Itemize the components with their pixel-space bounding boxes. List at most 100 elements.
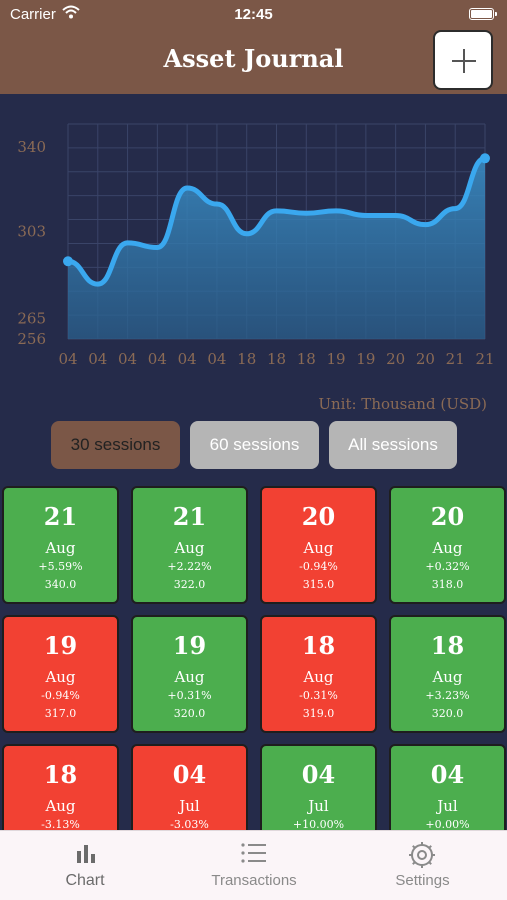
tile-month: Aug	[45, 539, 76, 557]
x-tick-label: 18	[297, 350, 316, 368]
session-tile[interactable]: 21 Aug +5.59% 340.0	[2, 486, 119, 604]
tab-bar: Chart Transactions Settings	[0, 830, 507, 900]
tile-day: 04	[301, 760, 336, 789]
session-tile[interactable]: 19 Aug +0.31% 320.0	[131, 615, 248, 733]
tile-day: 18	[301, 631, 336, 660]
x-tick-label: 19	[327, 350, 346, 368]
tile-change: +5.59%	[38, 560, 83, 573]
y-axis-ticks: 340 303 265 256	[17, 138, 46, 348]
x-tick-label: 18	[237, 350, 256, 368]
battery-icon	[469, 8, 497, 20]
tab-settings[interactable]: Settings	[338, 831, 507, 900]
tile-month: Aug	[174, 539, 205, 557]
x-tick-label: 04	[88, 350, 107, 368]
tile-month: Jul	[308, 797, 329, 815]
tile-value: 315.0	[302, 578, 335, 591]
bar-chart-icon	[77, 845, 95, 863]
y-tick-label: 256	[17, 330, 46, 348]
y-tick-label: 340	[17, 138, 46, 156]
wifi-icon	[62, 5, 80, 19]
tile-month: Jul	[437, 797, 458, 815]
tab-chart[interactable]: Chart	[0, 831, 170, 900]
chart-point	[63, 256, 73, 267]
tile-day: 04	[430, 760, 465, 789]
tile-change: -3.13%	[41, 818, 80, 830]
x-tick-label: 04	[207, 350, 226, 368]
tile-day: 21	[172, 502, 207, 531]
tile-day: 20	[301, 502, 336, 531]
session-grid: 21 Aug +5.59% 340.0 21 Aug +2.22% 322.0 20 Aug -0.…	[0, 486, 507, 830]
carrier-label: Carrier	[10, 6, 56, 23]
tile-month: Aug	[303, 539, 334, 557]
chart-area-fill	[68, 158, 485, 339]
tile-month: Aug	[174, 668, 205, 686]
session-tile[interactable]: 04 Jul -3.03%	[131, 744, 248, 830]
page-title: Asset Journal	[163, 44, 344, 73]
x-tick-label: 20	[416, 350, 435, 368]
tile-change: +0.00%	[425, 818, 470, 830]
x-axis-ticks: 04 04 04 04 04 04 18 18 18 19 19 20 20 21 21	[58, 350, 494, 368]
tile-change: +2.22%	[167, 560, 212, 573]
status-time: 12:45	[234, 6, 273, 23]
list-icon	[241, 843, 266, 863]
tile-month: Aug	[432, 539, 463, 557]
tile-day: 18	[430, 631, 465, 660]
chart-area	[63, 153, 490, 339]
session-tile[interactable]: 20 Aug -0.94% 315.0	[260, 486, 377, 604]
tab-transactions-label: Transactions	[211, 872, 297, 889]
tile-day: 18	[43, 760, 78, 789]
tile-day: 21	[43, 502, 78, 531]
tile-month: Aug	[432, 668, 463, 686]
x-tick-label: 04	[118, 350, 137, 368]
tile-month: Aug	[45, 797, 76, 815]
app-header: Carrier 12:45 Asset Journal	[0, 0, 507, 94]
tile-day: 04	[172, 760, 207, 789]
x-tick-label: 20	[386, 350, 405, 368]
x-tick-label: 04	[58, 350, 77, 368]
asset-chart: 340 303 265 256 04 04 04 04 04 04 18 18 18 19 19 20 20 2…	[17, 123, 495, 368]
tile-value: 322.0	[173, 578, 206, 591]
tile-change: -0.94%	[41, 689, 80, 702]
session-tile[interactable]: 21 Aug +2.22% 322.0	[131, 486, 248, 604]
tile-month: Aug	[303, 668, 334, 686]
y-tick-label: 265	[17, 309, 46, 327]
session-tile[interactable]: 20 Aug +0.32% 318.0	[389, 486, 506, 604]
tile-change: -3.03%	[170, 818, 209, 830]
session-tile[interactable]: 18 Aug +3.23% 320.0	[389, 615, 506, 733]
chart-point	[480, 153, 490, 164]
tile-change: +10.00%	[292, 818, 345, 830]
tile-day: 19	[43, 631, 78, 660]
y-tick-label: 303	[17, 223, 46, 241]
unit-label: Unit: Thousand (USD)	[318, 395, 487, 413]
tile-month: Aug	[45, 668, 76, 686]
tab-transactions[interactable]: Transactions	[170, 831, 338, 900]
session-tile[interactable]: 19 Aug -0.94% 317.0	[2, 615, 119, 733]
session-all-button[interactable]: All sessions	[329, 421, 457, 469]
tile-change: +0.32%	[425, 560, 470, 573]
tile-change: +3.23%	[425, 689, 470, 702]
tile-value: 320.0	[173, 707, 206, 720]
session-tile[interactable]: 18 Aug -3.13%	[2, 744, 119, 830]
tile-value: 317.0	[44, 707, 77, 720]
tile-change: -0.31%	[299, 689, 338, 702]
tile-day: 20	[430, 502, 465, 531]
session-60-button[interactable]: 60 sessions	[190, 421, 319, 469]
tile-value: 320.0	[431, 707, 464, 720]
tile-month: Jul	[179, 797, 200, 815]
x-tick-label: 04	[148, 350, 167, 368]
tab-settings-label: Settings	[395, 872, 450, 889]
session-tile[interactable]: 04 Jul +10.00%	[260, 744, 377, 830]
x-tick-label: 21	[446, 350, 465, 368]
add-button[interactable]	[433, 30, 493, 90]
x-tick-label: 18	[267, 350, 286, 368]
session-30-button[interactable]: 30 sessions	[51, 421, 180, 469]
tile-change: -0.94%	[299, 560, 338, 573]
x-tick-label: 19	[356, 350, 375, 368]
tile-day: 19	[172, 631, 207, 660]
x-tick-label: 04	[178, 350, 197, 368]
tile-value: 340.0	[44, 578, 77, 591]
tile-value: 319.0	[302, 707, 335, 720]
tab-chart-label: Chart	[65, 872, 105, 889]
session-tile[interactable]: 18 Aug -0.31% 319.0	[260, 615, 377, 733]
session-tile[interactable]: 04 Jul +0.00%	[389, 744, 506, 830]
